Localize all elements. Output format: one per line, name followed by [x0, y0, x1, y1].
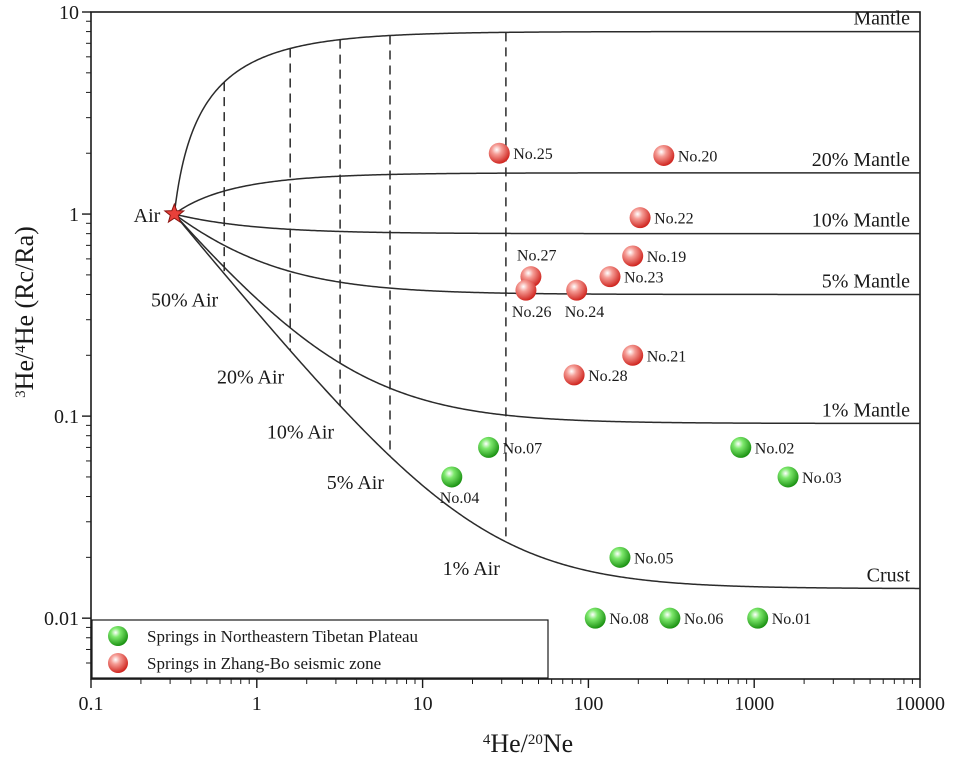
plot-frame	[90, 11, 921, 680]
data-point	[563, 364, 585, 386]
x-tick-label: 1000	[734, 693, 774, 715]
data-point-label: No.20	[678, 148, 718, 165]
data-point-label: No.28	[588, 368, 628, 385]
mixing-line	[173, 213, 920, 590]
data-point-label: No.05	[634, 550, 674, 567]
data-point	[659, 607, 681, 629]
air-contour-label: 5% Air	[327, 472, 385, 494]
data-point	[730, 436, 752, 458]
mixing-line	[173, 213, 920, 296]
data-point-label: No.21	[647, 348, 687, 365]
data-point-label: No.27	[517, 248, 557, 265]
data-point	[515, 279, 537, 301]
data-point-label: No.26	[512, 304, 552, 321]
y-axis-title: 3He/4He (Rc/Ra)	[10, 226, 39, 398]
y-tick-label: 0.01	[44, 608, 79, 630]
legend-label: Springs in Zhang-Bo seismic zone	[147, 654, 381, 673]
air-contours	[223, 32, 507, 542]
mixing-line-label: Crust	[867, 564, 911, 586]
data-point-label: No.24	[565, 304, 605, 321]
x-tick-label: 100	[573, 693, 603, 715]
data-point-label: No.22	[654, 211, 694, 228]
axis-ticks: 0.1 1 10 100 1000 10000 0.01 0.1 1 10	[44, 2, 945, 715]
data-point-label: No.25	[513, 146, 553, 163]
air-contour-label: 50% Air	[151, 290, 219, 312]
legend-marker	[108, 626, 128, 646]
data-point	[599, 266, 621, 288]
data-point	[653, 144, 675, 166]
data-point	[584, 607, 606, 629]
legend-label: Springs in Northeastern Tibetan Plateau	[147, 627, 419, 646]
data-point-label: No.23	[624, 270, 664, 287]
data-point	[609, 546, 631, 568]
mixing-curves	[173, 30, 920, 590]
x-tick-label: 0.1	[79, 693, 104, 715]
data-point	[622, 344, 644, 366]
mixing-line-label: 5% Mantle	[822, 270, 910, 292]
data-point	[566, 279, 588, 301]
y-tick-label: 10	[59, 2, 79, 24]
x-tick-label: 10000	[895, 693, 945, 715]
air-point-label: Air	[134, 205, 161, 227]
x-axis-title: 4He/20Ne	[483, 729, 573, 757]
mixing-line	[174, 213, 920, 235]
data-point	[488, 142, 510, 164]
mixing-line-label: 20% Mantle	[812, 149, 910, 171]
data-point	[441, 466, 463, 488]
annotations: Mantle 20% Mantle 10% Mantle 5% Mantle 1% Ma…	[134, 8, 911, 629]
mixing-line	[173, 213, 920, 425]
mixing-line	[173, 30, 920, 215]
mixing-line	[173, 172, 920, 215]
data-point-label: No.06	[684, 611, 724, 628]
x-tick-label: 10	[413, 693, 433, 715]
y-tick-label: 0.1	[54, 406, 79, 428]
legend-marker	[108, 653, 128, 673]
air-contour-label: 20% Air	[217, 367, 285, 389]
data-point-label: No.08	[609, 611, 649, 628]
air-contour-label: 1% Air	[443, 558, 501, 580]
mixing-line-label: Mantle	[853, 8, 910, 30]
data-point	[622, 245, 644, 267]
data-point-label: No.01	[772, 611, 812, 628]
mixing-line-label: 1% Mantle	[822, 399, 910, 421]
mixing-line-label: 10% Mantle	[812, 210, 910, 232]
data-point-label: No.03	[802, 470, 842, 487]
data-points	[163, 142, 799, 629]
data-point	[629, 207, 651, 229]
legend: Springs in Northeastern Tibetan Plateau S…	[91, 619, 549, 679]
data-point	[777, 466, 799, 488]
y-tick-label: 1	[69, 204, 79, 226]
legend-box	[91, 619, 549, 679]
x-tick-label: 1	[252, 693, 262, 715]
air-star-marker	[163, 202, 186, 224]
air-contour-label: 10% Air	[267, 422, 335, 444]
data-point-label: No.19	[647, 249, 687, 266]
data-point-label: No.04	[440, 490, 480, 507]
data-point-label: No.07	[503, 440, 543, 457]
data-point-label: No.02	[755, 440, 795, 457]
data-point	[747, 607, 769, 629]
data-point	[478, 436, 500, 458]
